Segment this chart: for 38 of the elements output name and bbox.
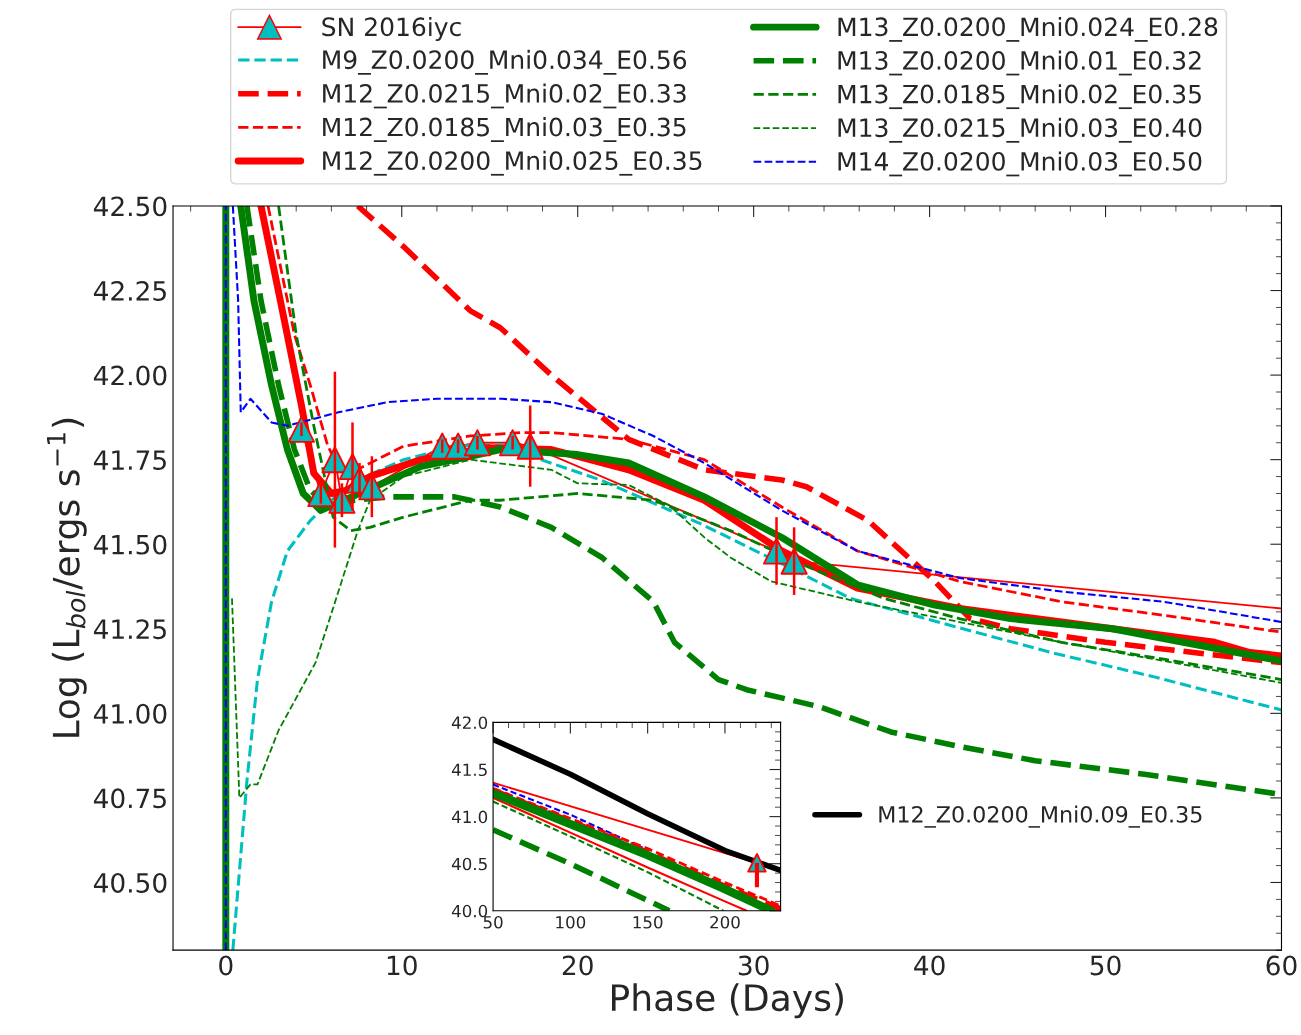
x-axis-title: Phase (Days) (612, 983, 843, 1019)
legend-label: M13_Z0.0200_Mni0.01_E0.32 (838, 50, 1201, 76)
y-tick-label: 41.75 (93, 450, 166, 471)
x-tick-label: 40 (914, 955, 945, 976)
legend-label: M12_Z0.0185_Mni0.03_E0.35 (323, 117, 686, 143)
x-tick-label: 20 (562, 955, 593, 976)
y-tick-label: 42.00 (93, 365, 167, 386)
x-tick-label: 10 (387, 955, 417, 976)
x-tick-label: 60 (1266, 955, 1297, 976)
y-tick-label: 41.0 (451, 810, 488, 824)
y-tick-label: 41.5 (451, 763, 487, 777)
y-tick-label: 41.50 (93, 534, 167, 555)
legend-label: M13_Z0.0215_Mni0.03_E0.40 (838, 117, 1202, 143)
x-tick-label: 30 (738, 955, 769, 976)
x-tick-label: 100 (556, 915, 586, 929)
y-tick-label: 42.0 (451, 716, 488, 729)
legend-label: M9_Z0.0200_Mni0.034_E0.56 (323, 49, 687, 75)
x-tick-label: 150 (633, 915, 663, 929)
legend-label: M12_Z0.0200_Mni0.09_E0.35 (879, 805, 1202, 828)
y-tick-label: 41.00 (93, 703, 167, 724)
y-axis-title: Log (L$_{bol}$/ergs s$^{−1}$) (46, 418, 87, 737)
legend-label: M13_Z0.0200_Mni0.024_E0.28 (838, 16, 1218, 42)
y-tick-label: 40.5 (451, 857, 487, 871)
legend-label: M12_Z0.0200_Mni0.025_E0.35 (323, 150, 702, 176)
x-tick-label: 0 (219, 955, 233, 976)
legend-label: SN 2016iyc (322, 16, 461, 42)
y-tick-label: 42.25 (93, 280, 166, 301)
legend-label: M14_Z0.0200_Mni0.03_E0.50 (838, 151, 1202, 177)
legend-label: M13_Z0.0185_Mni0.02_E0.35 (838, 84, 1201, 110)
x-tick-label: 50 (1090, 955, 1121, 976)
x-tick-label: 50 (483, 915, 503, 929)
y-tick-label: 40.50 (93, 872, 167, 893)
y-tick-label: 41.25 (93, 619, 166, 640)
y-tick-label: 40.0 (451, 904, 488, 918)
y-tick-label: 42.50 (93, 196, 167, 217)
x-tick-label: 200 (710, 915, 740, 929)
legend-label: M12_Z0.0215_Mni0.02_E0.33 (323, 83, 686, 109)
y-tick-label: 40.75 (93, 788, 166, 809)
